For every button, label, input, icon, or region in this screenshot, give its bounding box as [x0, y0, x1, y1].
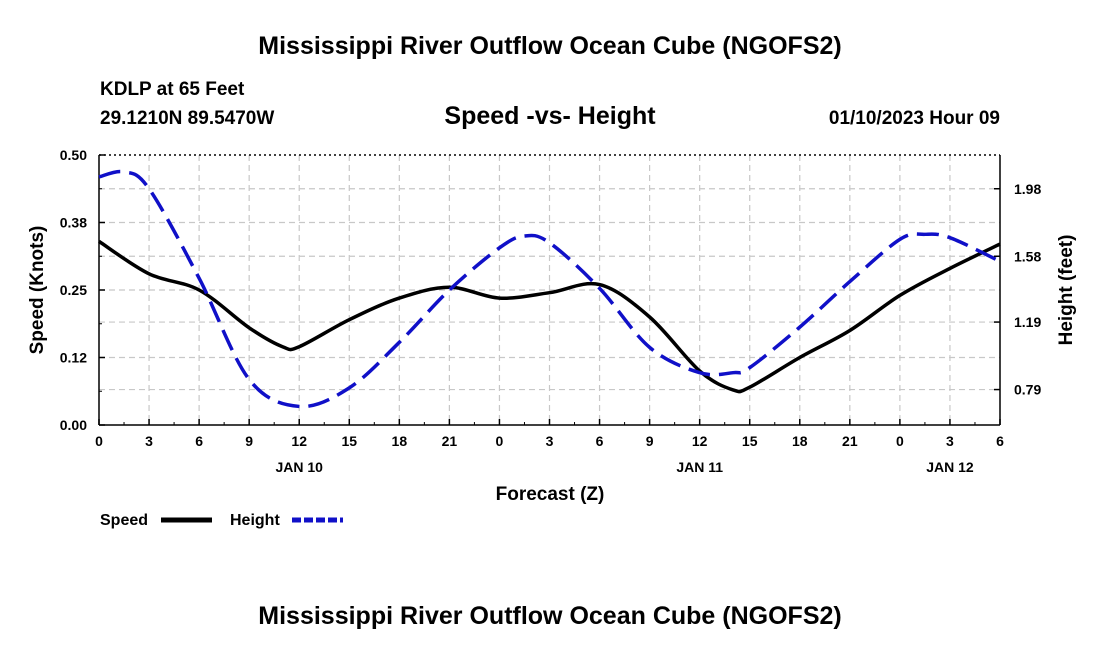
- y-tick-label: 0.50: [60, 147, 87, 163]
- y-tick-label: 0.12: [60, 350, 87, 366]
- x-tick-label: 3: [946, 433, 954, 449]
- station-name: KDLP at 65 Feet: [100, 79, 245, 100]
- x-tick-label: 12: [291, 433, 307, 449]
- x-tick-label: 21: [842, 433, 858, 449]
- y2-tick-label: 1.19: [1014, 314, 1041, 330]
- x-tick-label: 21: [442, 433, 458, 449]
- x-day-label: JAN 11: [676, 459, 723, 475]
- series-lines: [98, 169, 1001, 409]
- x-tick-label: 6: [195, 433, 203, 449]
- legend: Speed Height: [100, 512, 343, 529]
- y-tick-label: 0.00: [60, 417, 87, 433]
- chart-title: Speed -vs- Height: [444, 102, 656, 130]
- x-tick-label: 0: [896, 433, 904, 449]
- x-tick-label: 9: [646, 433, 654, 449]
- x-tick-label: 9: [245, 433, 253, 449]
- y2-tick-label: 1.58: [1014, 248, 1041, 264]
- x-tick-label: 18: [792, 433, 808, 449]
- x-tick-label: 15: [341, 433, 357, 449]
- x-tick-label: 12: [692, 433, 708, 449]
- x-tick-label: 18: [392, 433, 408, 449]
- x-tick-label: 3: [546, 433, 554, 449]
- page-title: Mississippi River Outflow Ocean Cube (NG…: [258, 32, 841, 60]
- series-line-speed: [98, 239, 1001, 394]
- x-tick-label: 0: [95, 433, 103, 449]
- y-axis-label: Speed (Knots): [27, 226, 48, 355]
- x-day-label: JAN 10: [275, 459, 323, 475]
- x-tick-label: 15: [742, 433, 758, 449]
- legend-label-speed: Speed: [100, 512, 148, 529]
- footer-title: Mississippi River Outflow Ocean Cube (NG…: [258, 602, 841, 630]
- y2-axis-label: Height (feet): [1056, 235, 1077, 346]
- legend-label-height: Height: [230, 512, 280, 529]
- series-line-height: [98, 169, 1001, 409]
- y-tick-label: 0.38: [60, 215, 87, 231]
- grid-lines: [99, 155, 1000, 425]
- x-tick-label: 0: [496, 433, 504, 449]
- y2-tick-label: 0.79: [1014, 382, 1041, 398]
- x-axis-label: Forecast (Z): [496, 484, 605, 505]
- x-tick-label: 6: [996, 433, 1004, 449]
- axis-ticks: 0 3 6 9 12 15 18 21 0 3 6 9 12 15 18 21 0 3 6 JAN 10 JAN 11 J…: [60, 147, 1042, 475]
- x-tick-label: 3: [145, 433, 153, 449]
- station-coordinates: 29.1210N 89.5470W: [100, 108, 274, 129]
- y2-tick-label: 1.98: [1014, 181, 1041, 197]
- x-day-label: JAN 12: [926, 459, 974, 475]
- y-tick-label: 0.25: [60, 282, 87, 298]
- forecast-datetime: 01/10/2023 Hour 09: [829, 108, 1000, 129]
- x-tick-label: 6: [596, 433, 604, 449]
